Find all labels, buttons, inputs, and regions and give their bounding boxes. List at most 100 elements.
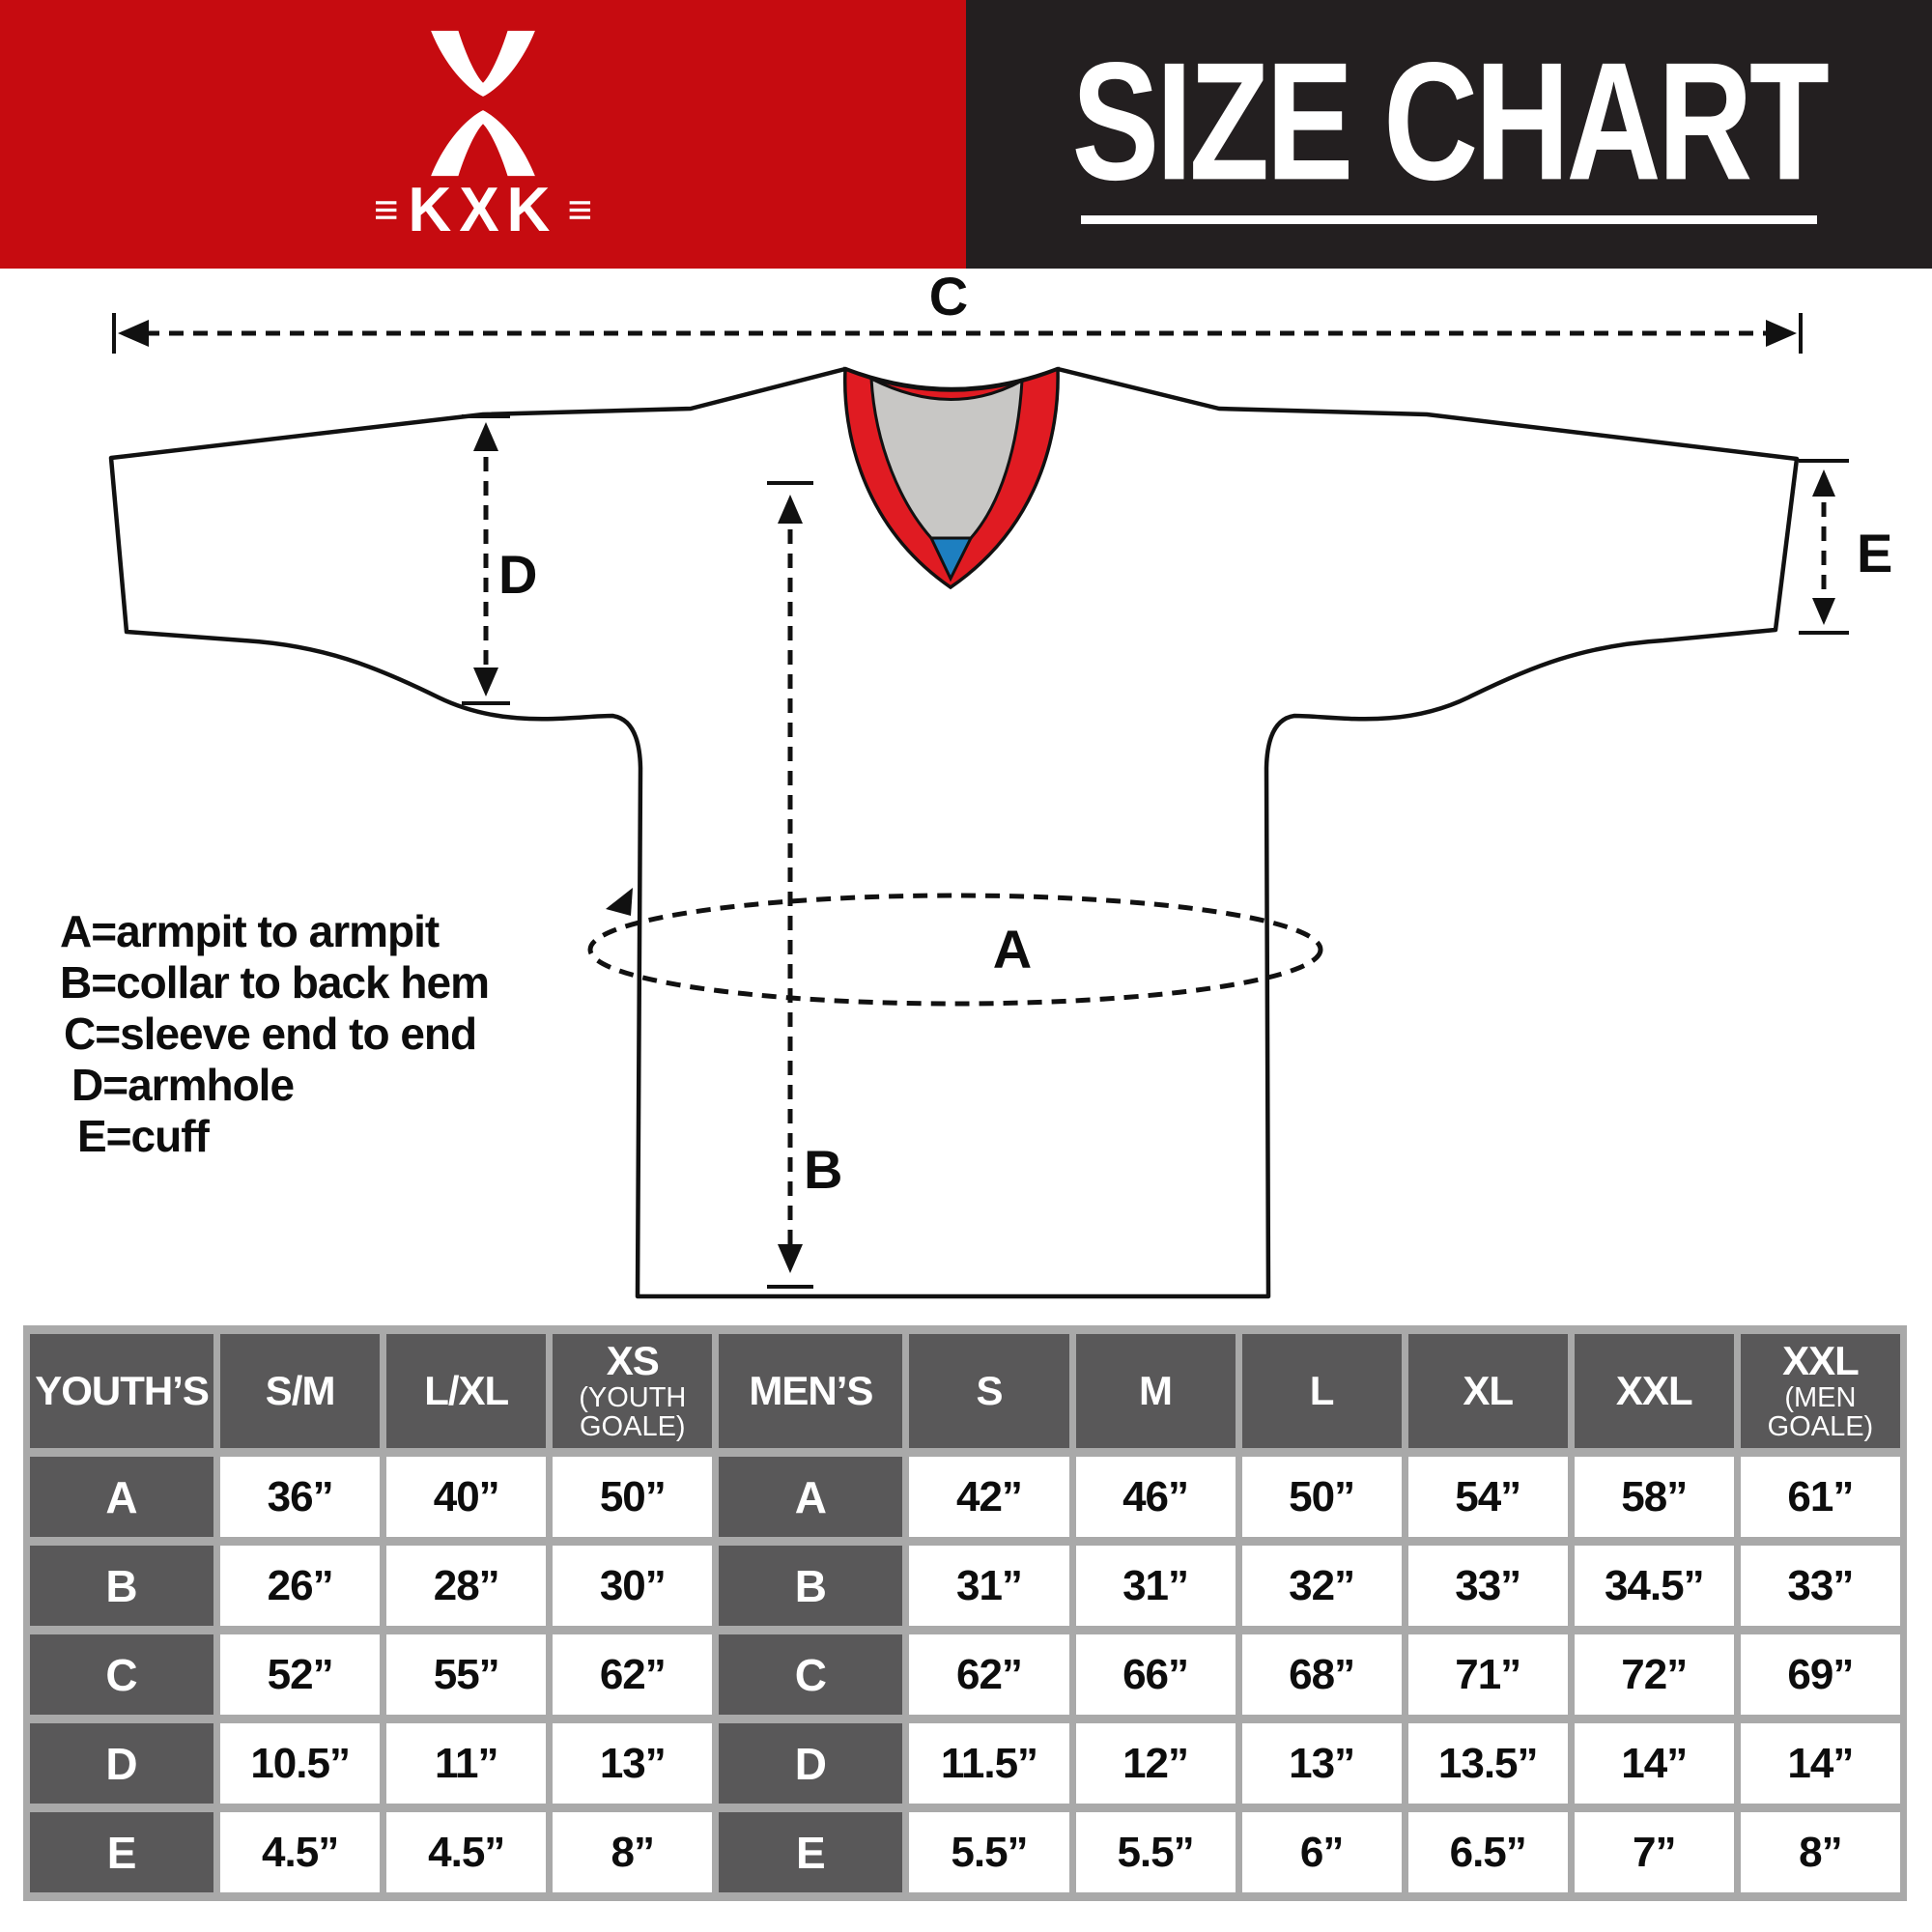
brand-name: KXK bbox=[408, 175, 558, 245]
measure-ellipse-a: A bbox=[587, 888, 1323, 1007]
cell-value: 33” bbox=[1407, 1546, 1568, 1626]
cell-value: 14” bbox=[1574, 1723, 1734, 1804]
cell-value: 62” bbox=[553, 1634, 713, 1715]
col-header-xs-youth-goalie: XS (YOUTH GOALE) bbox=[553, 1334, 713, 1448]
cell-value: 12” bbox=[1075, 1723, 1236, 1804]
row-label: C bbox=[30, 1634, 214, 1715]
cell-value: 42” bbox=[909, 1457, 1069, 1537]
col-header-youths: YOUTH’S bbox=[30, 1334, 214, 1448]
col-header-xl: XL bbox=[1407, 1334, 1568, 1448]
cell-value: 31” bbox=[909, 1546, 1069, 1626]
header-dark-band bbox=[966, 0, 1932, 269]
title-underline bbox=[1081, 214, 1817, 224]
col-header-m: M bbox=[1075, 1334, 1236, 1448]
label-e: E bbox=[1857, 523, 1892, 583]
cell-value: 5.5” bbox=[1075, 1812, 1236, 1892]
row-label: A bbox=[30, 1457, 214, 1537]
table-header-row: YOUTH’S S/M L/XL XS (YOUTH GOALE) MEN’S S… bbox=[30, 1334, 1900, 1448]
cell-value: 6” bbox=[1241, 1812, 1402, 1892]
cell-value: 52” bbox=[220, 1634, 381, 1715]
table-row-b: B 26” 28” 30” B 31” 31” 32” 33” 34.5” 33… bbox=[30, 1546, 1900, 1626]
legend-line-a: A=armpit to armpit bbox=[60, 906, 440, 956]
cell-value: 32” bbox=[1241, 1546, 1402, 1626]
row-label: B bbox=[30, 1546, 214, 1626]
label-d: D bbox=[498, 544, 537, 605]
measure-arrow-e: E bbox=[1799, 459, 1892, 635]
cell-value: 13” bbox=[1241, 1723, 1402, 1804]
header-red-band bbox=[0, 0, 966, 269]
cell-value: 40” bbox=[386, 1457, 547, 1537]
cell-value: 13.5” bbox=[1407, 1723, 1568, 1804]
measure-arrow-c: C bbox=[112, 269, 1803, 354]
cell-value: 11” bbox=[386, 1723, 547, 1804]
col-header-lxl: L/XL bbox=[386, 1334, 547, 1448]
cell-value: 33” bbox=[1740, 1546, 1900, 1626]
cell-value: 36” bbox=[220, 1457, 381, 1537]
cell-value: 54” bbox=[1407, 1457, 1568, 1537]
legend-line-e: E=cuff bbox=[77, 1111, 211, 1161]
cell-value: 71” bbox=[1407, 1634, 1568, 1715]
table-row-a: A 36” 40” 50” A 42” 46” 50” 54” 58” 61” bbox=[30, 1457, 1900, 1537]
cell-value: 68” bbox=[1241, 1634, 1402, 1715]
row-label: D bbox=[30, 1723, 214, 1804]
col-header-sm: S/M bbox=[220, 1334, 381, 1448]
size-table: YOUTH’S S/M L/XL XS (YOUTH GOALE) MEN’S S… bbox=[23, 1325, 1907, 1901]
cell-value: 46” bbox=[1075, 1457, 1236, 1537]
col-header-xxl-men-goalie: XXL (MEN GOALE) bbox=[1740, 1334, 1900, 1448]
page-title-block: SIZE CHART bbox=[966, 0, 1932, 269]
measurement-legend: A=armpit to armpit B=collar to back hem … bbox=[60, 906, 490, 1161]
row-label: D bbox=[719, 1723, 903, 1804]
cell-value: 31” bbox=[1075, 1546, 1236, 1626]
col-header-l: L bbox=[1241, 1334, 1402, 1448]
cell-value: 14” bbox=[1740, 1723, 1900, 1804]
legend-line-b: B=collar to back hem bbox=[60, 957, 489, 1008]
cell-value: 66” bbox=[1075, 1634, 1236, 1715]
cell-value: 8” bbox=[1740, 1812, 1900, 1892]
cell-value: 28” bbox=[386, 1546, 547, 1626]
cell-value: 4.5” bbox=[220, 1812, 381, 1892]
cell-value: 30” bbox=[553, 1546, 713, 1626]
brand-wordmark: ≡ KXK ≡ bbox=[373, 175, 593, 245]
row-label: A bbox=[719, 1457, 903, 1537]
collar-inner-blue bbox=[928, 536, 974, 582]
cell-value: 10.5” bbox=[220, 1723, 381, 1804]
col-header-s: S bbox=[909, 1334, 1069, 1448]
row-label: E bbox=[719, 1812, 903, 1892]
kxk-x-icon bbox=[431, 30, 535, 177]
measure-arrow-d: D bbox=[462, 414, 537, 705]
row-label: C bbox=[719, 1634, 903, 1715]
cell-value: 34.5” bbox=[1574, 1546, 1734, 1626]
page-title: SIZE CHART bbox=[1071, 27, 1830, 215]
cell-value: 61” bbox=[1740, 1457, 1900, 1537]
brand-logo: ≡ KXK ≡ bbox=[0, 0, 966, 269]
legend-line-d: D=armhole bbox=[71, 1060, 294, 1110]
row-label: B bbox=[719, 1546, 903, 1626]
cell-value: 4.5” bbox=[386, 1812, 547, 1892]
table-row-e: E 4.5” 4.5” 8” E 5.5” 5.5” 6” 6.5” 7” 8” bbox=[30, 1812, 1900, 1892]
label-b: B bbox=[804, 1139, 842, 1200]
cell-value: 50” bbox=[553, 1457, 713, 1537]
measure-arrow-b: B bbox=[767, 481, 842, 1289]
brand-bars-left: ≡ bbox=[373, 186, 399, 234]
collar-inner-gray bbox=[869, 376, 1024, 540]
jersey-measurement-diagram: C D E B A A=a bbox=[60, 269, 1892, 1299]
cell-value: 72” bbox=[1574, 1634, 1734, 1715]
row-label: E bbox=[30, 1812, 214, 1892]
cell-value: 11.5” bbox=[909, 1723, 1069, 1804]
cell-value: 6.5” bbox=[1407, 1812, 1568, 1892]
cell-value: 55” bbox=[386, 1634, 547, 1715]
cell-value: 7” bbox=[1574, 1812, 1734, 1892]
col-header-mens: MEN’S bbox=[719, 1334, 903, 1448]
cell-value: 26” bbox=[220, 1546, 381, 1626]
legend-line-c: C=sleeve end to end bbox=[64, 1009, 476, 1059]
cell-value: 8” bbox=[553, 1812, 713, 1892]
label-c: C bbox=[929, 269, 968, 327]
label-a: A bbox=[993, 919, 1032, 980]
cell-value: 50” bbox=[1241, 1457, 1402, 1537]
cell-value: 5.5” bbox=[909, 1812, 1069, 1892]
col-header-xxl: XXL bbox=[1574, 1334, 1734, 1448]
collar bbox=[842, 366, 1060, 590]
brand-bars-right: ≡ bbox=[567, 186, 593, 234]
cell-value: 69” bbox=[1740, 1634, 1900, 1715]
cell-value: 13” bbox=[553, 1723, 713, 1804]
